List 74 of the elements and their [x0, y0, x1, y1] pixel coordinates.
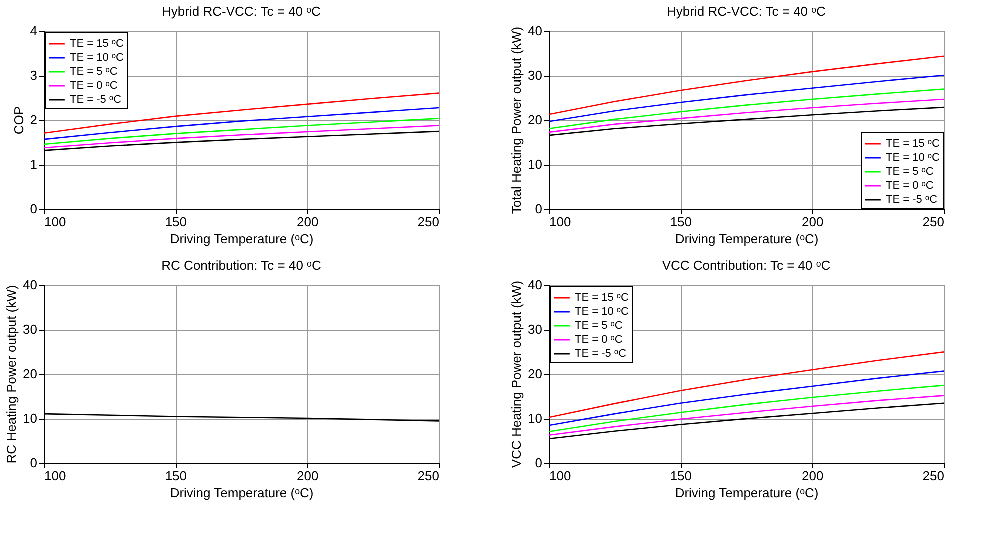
y-tick-label: 20: [23, 366, 38, 382]
legend-label: TE = -5 ᵒC: [886, 194, 938, 206]
x-tick-label: 250: [922, 214, 944, 230]
y-tick-label: 40: [528, 24, 542, 38]
line-series: [549, 74, 944, 122]
legend-label: TE = 15 ᵒC: [70, 38, 124, 50]
x-tick-label: 250: [922, 468, 944, 484]
x-axis-title: Driving Temperature (ᵒC): [170, 232, 314, 246]
x-tick-label: 200: [296, 468, 319, 484]
y-tick-label: 10: [528, 411, 542, 426]
chart-title: VCC Contribution: Tc = 40 ᵒC: [662, 258, 831, 273]
x-tick-label: 200: [296, 214, 319, 230]
chart-title: Hybrid RC-VCC: Tc = 40 ᵒC: [162, 4, 321, 19]
legend-label: TE = 15 ᵒC: [575, 292, 630, 304]
line-series: [44, 125, 439, 149]
x-axis-title: Driving Temperature (ᵒC): [675, 232, 819, 246]
y-tick-label: 0: [535, 456, 542, 470]
line-series: [44, 92, 439, 134]
y-tick-label: 10: [23, 411, 38, 426]
chart-title: Hybrid RC-VCC: Tc = 40 ᵒC: [667, 4, 826, 19]
legend-label: TE = 5 ᵒC: [70, 66, 118, 78]
x-tick-label: 100: [44, 468, 66, 484]
x-tick-label: 150: [165, 214, 188, 230]
y-tick-label: 20: [528, 366, 542, 382]
legend-label: TE = 5 ᵒC: [575, 320, 623, 332]
y-axis-title: RC Heating Power output (kW): [4, 285, 20, 464]
y-tick-label: 10: [528, 157, 542, 172]
line-series: [549, 384, 944, 432]
legend-label: TE = 0 ᵒC: [70, 80, 118, 92]
x-tick-label: 200: [802, 214, 824, 230]
y-tick-label: 40: [23, 278, 38, 292]
x-tick-label: 150: [165, 468, 188, 484]
x-tick-label: 100: [550, 468, 572, 484]
legend-label: TE = 0 ᵒC: [886, 180, 934, 192]
legend-label: TE = 0 ᵒC: [575, 334, 623, 346]
y-tick-label: 20: [528, 112, 542, 128]
x-tick-label: 250: [418, 468, 440, 484]
y-axis-title: VCC Heating Power output (kW): [509, 280, 524, 468]
y-tick-label: 30: [528, 322, 542, 337]
y-tick-label: 30: [528, 68, 542, 83]
x-tick-label: 250: [418, 214, 440, 230]
y-tick-label: 3: [30, 68, 38, 83]
y-tick-label: 0: [535, 202, 542, 216]
legend-label: TE = 15 ᵒC: [886, 138, 940, 150]
line-series: [549, 395, 944, 436]
y-tick-label: 30: [23, 322, 38, 337]
line-series: [549, 88, 944, 130]
legend-label: TE = -5 ᵒC: [70, 94, 122, 106]
x-axis-title: Driving Temperature (ᵒC): [675, 486, 819, 500]
x-tick-label: 150: [670, 468, 692, 484]
x-tick-label: 200: [802, 468, 824, 484]
y-tick-label: 40: [528, 278, 542, 292]
line-series: [44, 118, 439, 146]
x-tick-label: 150: [670, 214, 692, 230]
x-axis-title: Driving Temperature (ᵒC): [170, 486, 314, 500]
chart-title: RC Contribution: Tc = 40 ᵒC: [162, 258, 322, 273]
legend-label: TE = 10 ᵒC: [886, 152, 940, 164]
line-series: [549, 56, 944, 116]
x-tick-label: 100: [550, 214, 572, 230]
y-axis-title: COP: [11, 106, 26, 135]
y-tick-label: 4: [30, 24, 38, 38]
legend-label: TE = 5 ᵒC: [886, 166, 934, 178]
x-tick-label: 100: [44, 214, 66, 230]
line-series: [549, 98, 944, 134]
y-tick-label: 1: [30, 157, 38, 172]
line-series: [549, 370, 944, 426]
legend-label: TE = 10 ᵒC: [575, 306, 630, 318]
y-tick-label: 2: [30, 112, 38, 128]
legend-label: TE = 10 ᵒC: [70, 52, 124, 64]
y-tick-label: 0: [30, 456, 38, 470]
y-axis-title: Total Heating Power output (kW): [509, 26, 524, 214]
line-series: [44, 107, 439, 140]
legend-label: TE = -5 ᵒC: [575, 348, 627, 360]
y-tick-label: 0: [30, 202, 38, 216]
